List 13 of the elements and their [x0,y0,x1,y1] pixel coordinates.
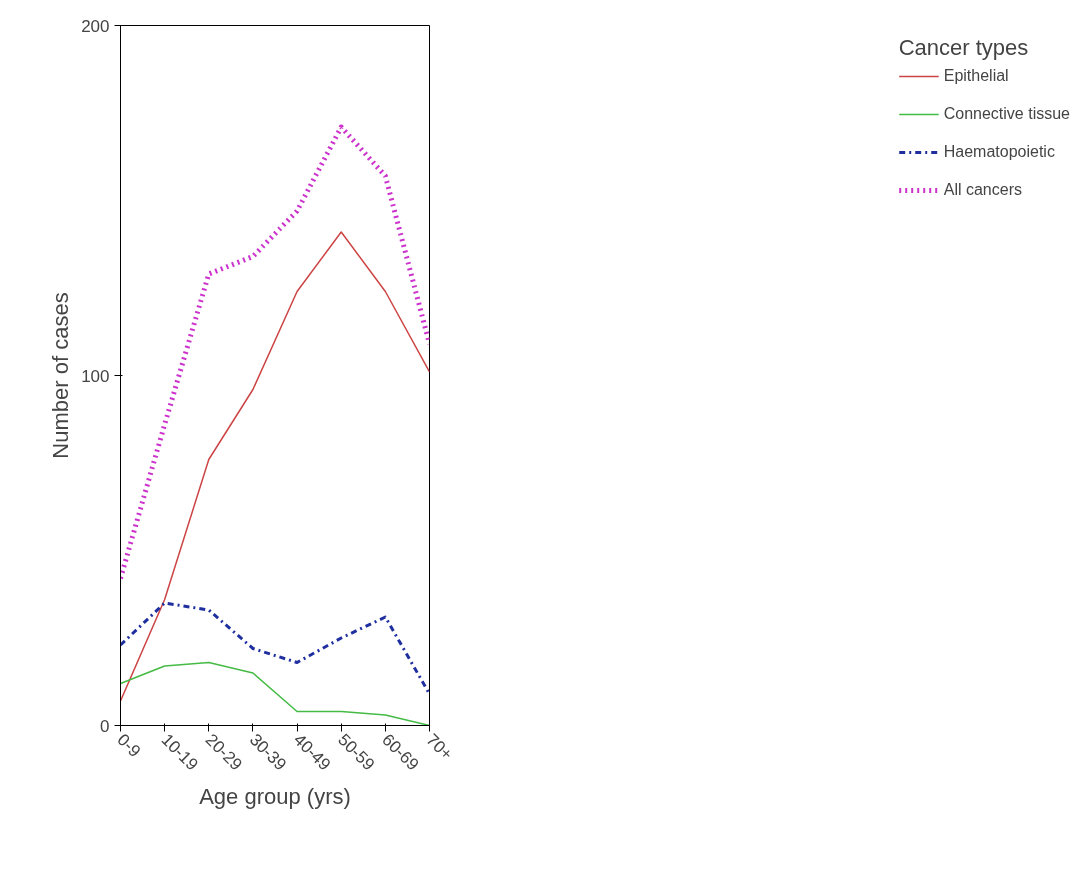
x-tick-label: 0-9 [113,730,145,761]
y-axis-title: Number of cases [48,292,74,459]
legend-title: Cancer types [898,35,1030,61]
line-series [120,231,430,702]
y-tick-label: 0 [100,716,110,736]
legend-label: All cancers [943,181,1022,199]
legend-label: Haematopoietic [943,143,1055,161]
y-tick-label: 200 [81,16,110,36]
legend-label: Connective tissue [943,105,1070,123]
x-axis-title: Age group (yrs) [199,783,351,809]
legend-label: Epithelial [943,67,1009,85]
y-tick-label: 100 [81,366,110,386]
x-tick-label: 70+ [422,730,457,765]
